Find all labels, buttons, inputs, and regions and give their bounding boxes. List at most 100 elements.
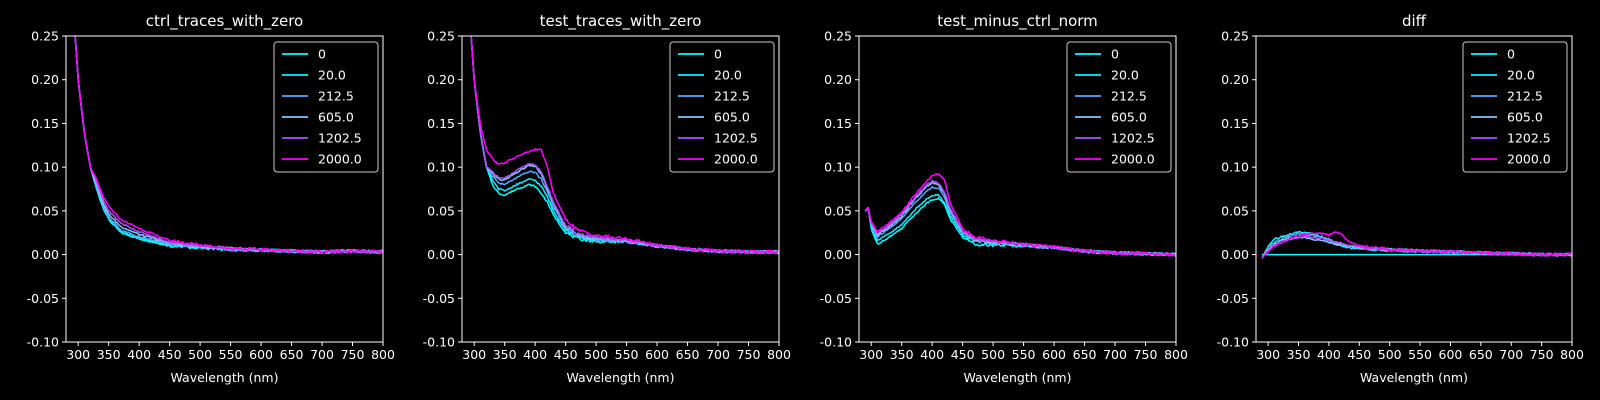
x-tick-label: 500 bbox=[584, 347, 608, 362]
x-tick-label: 800 bbox=[1560, 347, 1584, 362]
x-tick-label: 750 bbox=[737, 347, 761, 362]
x-tick-label: 800 bbox=[1164, 347, 1188, 362]
x-tick-label: 500 bbox=[1378, 347, 1402, 362]
y-tick-label: 0.05 bbox=[427, 203, 455, 218]
legend-label: 1202.5 bbox=[714, 131, 758, 146]
legend-label: 0 bbox=[1111, 47, 1119, 62]
axes-frame bbox=[1255, 35, 1573, 343]
x-tick-label: 700 bbox=[1499, 347, 1523, 362]
legend-label: 605.0 bbox=[318, 110, 354, 125]
x-tick-label: 350 bbox=[493, 347, 517, 362]
x-tick-label: 400 bbox=[1317, 347, 1341, 362]
y-tick-label: 0.25 bbox=[427, 29, 455, 44]
panel-3: 300 350 400 450 500 550 600 650 700 750 800 -0.10 -0… bbox=[1217, 12, 1584, 385]
chart-title: test_minus_ctrl_norm bbox=[937, 12, 1098, 31]
x-tick-label: 400 bbox=[523, 347, 547, 362]
legend-label: 20.0 bbox=[714, 68, 742, 83]
axes-frame bbox=[461, 35, 780, 343]
x-tick-label: 400 bbox=[127, 347, 151, 362]
x-tick-label: 550 bbox=[615, 347, 639, 362]
y-tick-label: -0.05 bbox=[423, 291, 455, 306]
y-tick-label: 0.10 bbox=[1221, 160, 1249, 175]
y-tick-label: 0.05 bbox=[1221, 203, 1249, 218]
x-tick-label: 600 bbox=[645, 347, 669, 362]
legend-label: 1202.5 bbox=[1111, 131, 1155, 146]
legend-label: 212.5 bbox=[1111, 89, 1147, 104]
x-axis-label: Wavelength (nm) bbox=[171, 370, 279, 385]
x-tick-label: 600 bbox=[1042, 347, 1066, 362]
series-group bbox=[1261, 230, 1572, 259]
chart-title: ctrl_traces_with_zero bbox=[146, 12, 303, 31]
y-tick-label: 0.20 bbox=[1221, 72, 1249, 87]
x-tick-label: 500 bbox=[188, 347, 212, 362]
y-tick-label: 0.15 bbox=[427, 116, 455, 131]
legend-label: 2000.0 bbox=[1111, 152, 1155, 167]
x-tick-label: 600 bbox=[1439, 347, 1463, 362]
legend-label: 2000.0 bbox=[318, 152, 362, 167]
x-tick-label: 450 bbox=[158, 347, 182, 362]
legend-label: 2000.0 bbox=[714, 152, 758, 167]
series-line-2000.0 bbox=[74, 36, 383, 254]
x-tick-label: 650 bbox=[1073, 347, 1097, 362]
y-tick-label: -0.10 bbox=[1217, 335, 1249, 350]
y-tick-label: 0.05 bbox=[31, 203, 59, 218]
x-tick-label: 550 bbox=[1408, 347, 1432, 362]
x-tick-label: 450 bbox=[951, 347, 975, 362]
x-tick-label: 700 bbox=[706, 347, 730, 362]
y-tick-label: 0.00 bbox=[31, 247, 59, 262]
x-tick-label: 300 bbox=[859, 347, 883, 362]
x-tick-label: 450 bbox=[554, 347, 578, 362]
legend: 0 20.0 212.5 605.0 1202.5 2000.0 bbox=[1462, 41, 1568, 173]
y-tick-label: -0.05 bbox=[1217, 291, 1249, 306]
x-tick-label: 400 bbox=[920, 347, 944, 362]
x-tick-label: 750 bbox=[1134, 347, 1158, 362]
x-tick-label: 600 bbox=[249, 347, 273, 362]
series-line-1202.5 bbox=[470, 36, 779, 255]
y-tick-label: -0.05 bbox=[820, 291, 852, 306]
legend-label: 20.0 bbox=[1111, 68, 1139, 83]
x-tick-label: 300 bbox=[462, 347, 486, 362]
legend-label: 212.5 bbox=[714, 89, 750, 104]
legend-label: 20.0 bbox=[318, 68, 346, 83]
x-tick-label: 300 bbox=[66, 347, 90, 362]
axes-frame bbox=[858, 35, 1177, 343]
y-tick-label: 0.20 bbox=[31, 72, 59, 87]
legend-label: 0 bbox=[318, 47, 326, 62]
y-tick-label: 0.25 bbox=[31, 29, 59, 44]
y-tick-label: 0.15 bbox=[824, 116, 852, 131]
legend-label: 1202.5 bbox=[318, 131, 362, 146]
y-tick-label: 0.20 bbox=[427, 72, 455, 87]
legend-label: 605.0 bbox=[714, 110, 750, 125]
legend: 0 20.0 212.5 605.0 1202.5 2000.0 bbox=[273, 41, 379, 173]
y-tick-label: 0.25 bbox=[1221, 29, 1249, 44]
series-group bbox=[864, 173, 1176, 257]
x-axis-label: Wavelength (nm) bbox=[567, 370, 675, 385]
y-tick-label: -0.10 bbox=[423, 335, 455, 350]
x-axis-label: Wavelength (nm) bbox=[964, 370, 1072, 385]
series-group bbox=[74, 36, 383, 255]
x-tick-label: 550 bbox=[219, 347, 243, 362]
series-line-2000.0 bbox=[1261, 231, 1572, 259]
legend: 0 20.0 212.5 605.0 1202.5 2000.0 bbox=[669, 41, 775, 173]
x-tick-label: 750 bbox=[341, 347, 365, 362]
y-tick-label: 0.00 bbox=[824, 247, 852, 262]
y-tick-label: 0.10 bbox=[427, 160, 455, 175]
x-tick-label: 800 bbox=[767, 347, 791, 362]
y-tick-label: 0.15 bbox=[31, 116, 59, 131]
y-tick-label: 0.05 bbox=[824, 203, 852, 218]
x-tick-label: 700 bbox=[1103, 347, 1127, 362]
legend-label: 605.0 bbox=[1111, 110, 1147, 125]
legend-label: 0 bbox=[714, 47, 722, 62]
x-axis-label: Wavelength (nm) bbox=[1360, 370, 1468, 385]
panel-1: 300 350 400 450 500 550 600 650 700 750 800 -0.10 -0… bbox=[423, 12, 791, 385]
y-tick-label: 0.15 bbox=[1221, 116, 1249, 131]
x-tick-label: 350 bbox=[890, 347, 914, 362]
x-tick-label: 700 bbox=[310, 347, 334, 362]
panel-0: 300 350 400 450 500 550 600 650 700 750 800 -0.10 -0… bbox=[27, 12, 395, 385]
x-tick-label: 650 bbox=[1469, 347, 1493, 362]
x-tick-label: 650 bbox=[280, 347, 304, 362]
legend-label: 0 bbox=[1507, 47, 1515, 62]
x-tick-label: 500 bbox=[981, 347, 1005, 362]
series-line-2000.0 bbox=[864, 173, 1176, 257]
